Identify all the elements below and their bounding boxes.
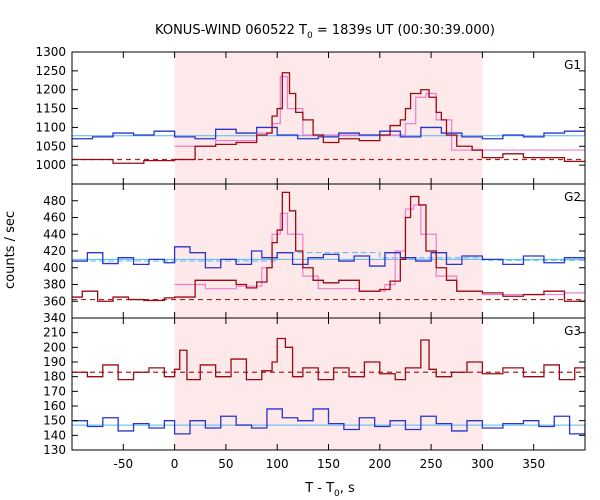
blue-series bbox=[72, 246, 585, 269]
x-tick-label: 0 bbox=[171, 457, 179, 471]
y-axis-label: counts / sec bbox=[3, 211, 18, 289]
y-tick-label: 1300 bbox=[35, 45, 66, 59]
y-tick-label: 440 bbox=[43, 227, 66, 241]
model-series bbox=[174, 75, 585, 151]
x-tick-label: 150 bbox=[317, 457, 340, 471]
panel-g3-series bbox=[72, 337, 585, 435]
x-tick-label: -50 bbox=[113, 457, 133, 471]
red-series bbox=[72, 72, 585, 164]
panel-g1-series bbox=[72, 72, 585, 164]
y-tick-label: 1150 bbox=[35, 102, 66, 116]
y-tick-label: 1250 bbox=[35, 64, 66, 78]
x-tick-label: 350 bbox=[522, 457, 545, 471]
blue-series bbox=[72, 126, 585, 140]
red-series bbox=[72, 337, 585, 381]
y-tick-label: 210 bbox=[43, 326, 66, 340]
y-tick-label: 170 bbox=[43, 384, 66, 398]
panel-g2: 340 360 380 400 420 440 460 480 G2 bbox=[43, 183, 586, 325]
y-tick-label: 180 bbox=[43, 370, 66, 384]
y-tick-label: 460 bbox=[43, 211, 66, 225]
x-tick-label: 200 bbox=[368, 457, 391, 471]
y-tick-label: 1000 bbox=[35, 158, 66, 172]
lightblue-series bbox=[72, 252, 585, 262]
panel-g1: 1000 1050 1100 1150 1200 1250 1300 G1 bbox=[35, 45, 586, 185]
y-tick-label: 1100 bbox=[35, 120, 66, 134]
y-tick-label: 130 bbox=[43, 443, 66, 457]
plot-area: 1000105011001150120012501300G13403603804… bbox=[35, 45, 586, 471]
y-tick-label: 480 bbox=[43, 194, 66, 208]
y-tick-label: 140 bbox=[43, 428, 66, 442]
chart-title: KONUS-WIND 060522 T0 = 1839s UT (00:30:3… bbox=[155, 23, 495, 41]
chart-title-subscript: 0 bbox=[307, 31, 313, 41]
x-tick-label: 300 bbox=[471, 457, 494, 471]
y-tick-label: 1200 bbox=[35, 83, 66, 97]
y-tick-label: 150 bbox=[43, 414, 66, 428]
x-tick-label: 250 bbox=[420, 457, 443, 471]
panel-label: G3 bbox=[564, 324, 581, 338]
y-tick-label: 420 bbox=[43, 244, 66, 258]
y-tick-label: 160 bbox=[43, 399, 66, 413]
y-tick-label: 200 bbox=[43, 340, 66, 354]
x-axis-label-subscript: 0 bbox=[334, 489, 340, 499]
panel-g2-series bbox=[72, 191, 585, 302]
y-tick-label: 340 bbox=[43, 311, 66, 325]
y-tick-label: 360 bbox=[43, 294, 66, 308]
panel-label: G1 bbox=[564, 58, 581, 72]
y-tick-label: 1050 bbox=[35, 139, 66, 153]
x-tick-label: 100 bbox=[266, 457, 289, 471]
panel-label: G2 bbox=[564, 190, 581, 204]
y-tick-label: 190 bbox=[43, 355, 66, 369]
blue-series bbox=[72, 408, 585, 435]
y-tick-label: 380 bbox=[43, 278, 66, 292]
y-tick-label: 400 bbox=[43, 261, 66, 275]
red-series bbox=[72, 191, 585, 302]
x-axis-label: T - T0, s bbox=[304, 481, 355, 499]
x-tick-label: 50 bbox=[218, 457, 233, 471]
